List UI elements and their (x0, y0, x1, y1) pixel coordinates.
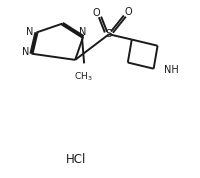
Text: N: N (79, 27, 87, 38)
Text: O: O (125, 7, 133, 17)
Text: N: N (22, 47, 29, 57)
Text: HCl: HCl (66, 153, 86, 166)
Text: CH$_3$: CH$_3$ (74, 70, 92, 83)
Text: S: S (106, 29, 112, 39)
Text: O: O (92, 8, 100, 18)
Text: NH: NH (164, 65, 179, 75)
Text: N: N (26, 27, 34, 38)
